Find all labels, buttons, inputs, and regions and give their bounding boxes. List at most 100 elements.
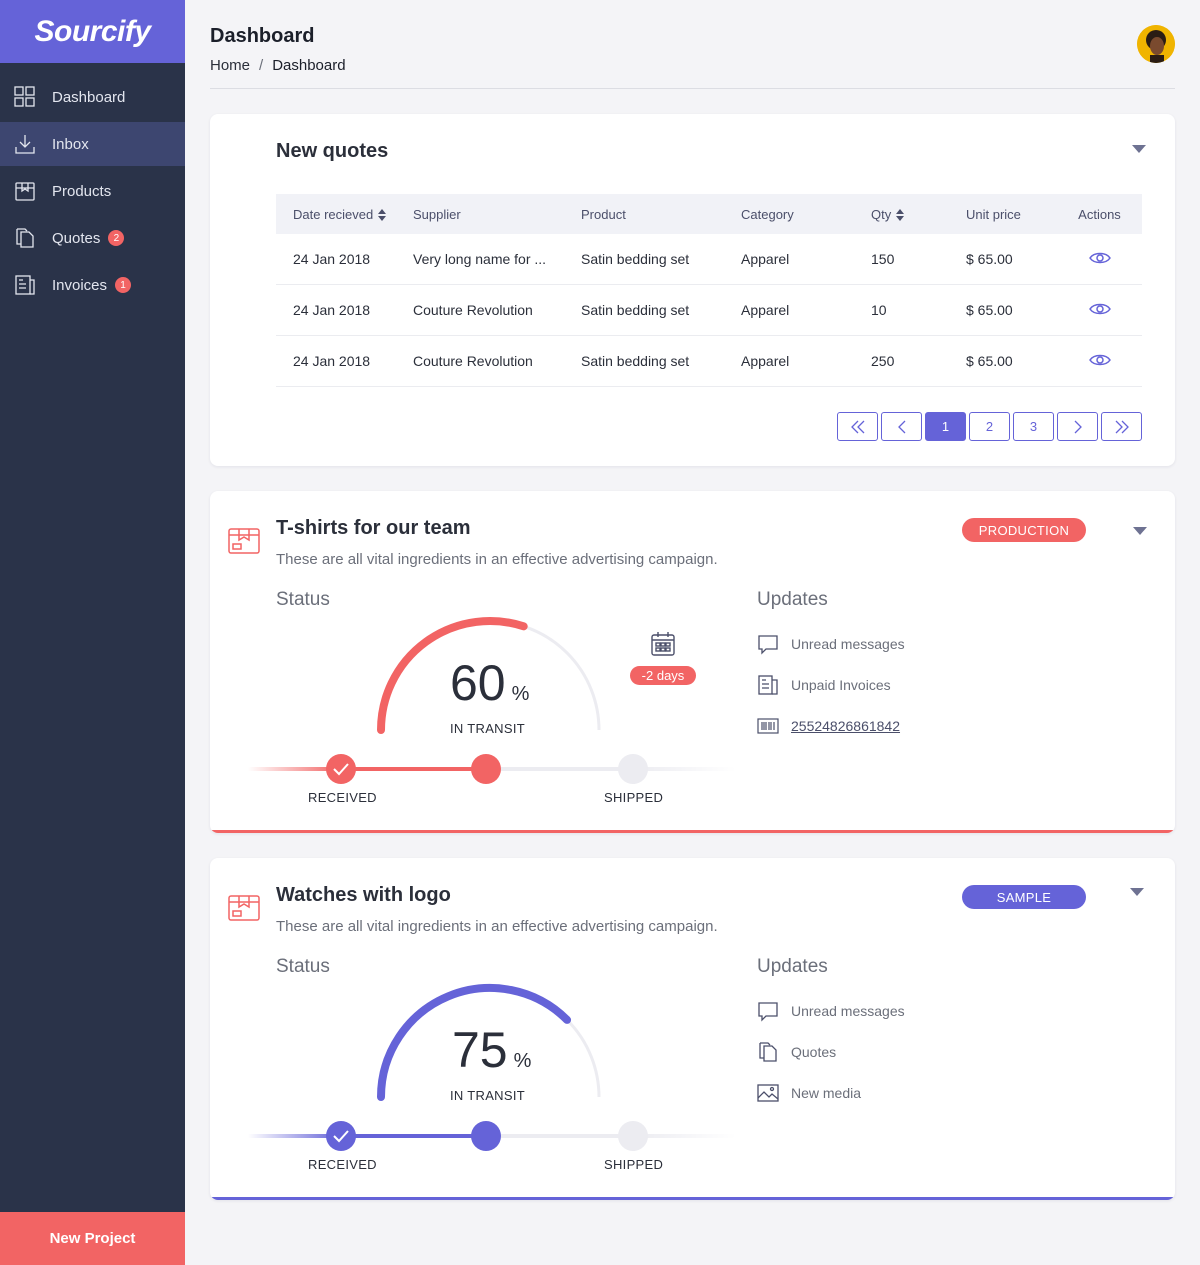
deadline-badge: -2 days: [629, 666, 697, 685]
collapse-caret-icon[interactable]: [1130, 888, 1144, 896]
stage-badge: PRODUCTION: [962, 518, 1086, 542]
progress-percent: 60%: [450, 654, 529, 712]
project-description: These are all vital ingredients in an ef…: [276, 918, 718, 935]
updates-label: Updates: [757, 589, 828, 610]
cell-supplier: Very long name for ...: [413, 251, 547, 267]
sidebar-item-dashboard[interactable]: Dashboard: [0, 75, 185, 119]
app-logo[interactable]: Sourcify: [0, 0, 185, 63]
percent-sign: %: [511, 683, 530, 705]
cell-date: 24 Jan 2018: [293, 353, 371, 369]
update-item-unread-messages[interactable]: Unread messages: [757, 1000, 905, 1022]
new-project-button[interactable]: New Project: [0, 1212, 185, 1265]
column-header-category: Category: [741, 206, 794, 222]
new-quotes-card: New quotes Date recieved Supplier Produc…: [210, 114, 1175, 466]
page-title: Dashboard: [210, 25, 315, 47]
progress-label: IN TRANSIT: [450, 721, 525, 736]
invoices-count-badge: 1: [115, 277, 132, 293]
progress-value: 75: [452, 1022, 508, 1078]
barcode-icon: [757, 715, 779, 737]
products-icon: [14, 180, 36, 202]
sidebar-item-products[interactable]: Products: [0, 169, 185, 213]
tracking-link[interactable]: 25524826861842: [791, 718, 901, 734]
cell-category: Apparel: [741, 251, 790, 267]
step-shipped-label: SHIPPED: [604, 790, 664, 805]
progress-gauge: [377, 984, 601, 1101]
shipment-track: [248, 754, 736, 784]
pagination: 1 2 3: [837, 412, 1142, 441]
view-eye-icon[interactable]: [1088, 251, 1111, 268]
column-header-qty[interactable]: Qty: [871, 207, 966, 222]
update-item-new-media[interactable]: New media: [757, 1082, 861, 1104]
update-item-unread-messages[interactable]: Unread messages: [757, 633, 905, 655]
project-title[interactable]: T-shirts for our team: [276, 517, 471, 539]
stage-badge: SAMPLE: [962, 885, 1086, 909]
breadcrumb-separator: /: [259, 57, 264, 74]
cell-category: Apparel: [741, 353, 790, 369]
gauge-fill: [377, 616, 528, 734]
box-icon: [227, 523, 261, 557]
view-eye-icon[interactable]: [1088, 302, 1111, 319]
sidebar-nav: Dashboard Inbox Products Quotes 2 Invo: [0, 75, 185, 307]
collapse-caret-icon[interactable]: [1132, 145, 1146, 153]
view-eye-icon[interactable]: [1088, 353, 1111, 370]
status-label: Status: [276, 589, 330, 610]
page-2-button[interactable]: 2: [969, 412, 1010, 441]
breadcrumb-current: Dashboard: [272, 57, 346, 74]
update-item-quotes[interactable]: Quotes: [757, 1041, 836, 1063]
box-icon: [227, 890, 261, 924]
percent-sign: %: [513, 1050, 532, 1072]
last-page-button[interactable]: [1101, 412, 1142, 441]
sidebar-item-label: Inbox: [52, 135, 89, 153]
cell-date: 24 Jan 2018: [293, 251, 371, 267]
step-received-label: RECEIVED: [308, 1157, 377, 1172]
next-page-button[interactable]: [1057, 412, 1098, 441]
project-accent-bar: [210, 1197, 1175, 1200]
sidebar-item-inbox[interactable]: Inbox: [0, 122, 185, 166]
prev-page-button[interactable]: [881, 412, 922, 441]
deadline-indicator: -2 days: [626, 631, 700, 685]
dashboard-icon: [14, 86, 36, 108]
project-card-watches: Watches with logo These are all vital in…: [210, 858, 1175, 1200]
quotes-table: Date recieved Supplier Product Category …: [276, 194, 1142, 387]
table-header: Date recieved Supplier Product Category …: [276, 194, 1142, 234]
quotes-doc-icon: [757, 1041, 779, 1063]
current-step-dot: [471, 1121, 501, 1151]
update-item-tracking-number[interactable]: 25524826861842: [757, 715, 900, 737]
collapse-caret-icon[interactable]: [1133, 527, 1147, 535]
shipment-track: [248, 1121, 736, 1151]
message-icon: [757, 1000, 779, 1022]
updates-label: Updates: [757, 956, 828, 977]
quotes-count-badge: 2: [108, 230, 125, 246]
progress-percent: 75%: [452, 1021, 531, 1079]
cell-category: Apparel: [741, 302, 790, 318]
page-3-button[interactable]: 3: [1013, 412, 1054, 441]
image-icon: [757, 1082, 779, 1104]
message-icon: [757, 633, 779, 655]
shipped-step-dot: [618, 1121, 648, 1151]
current-step-dot: [471, 754, 501, 784]
cell-supplier: Couture Revolution: [413, 353, 533, 369]
sidebar-item-label: Invoices: [52, 276, 108, 294]
column-header-actions: Actions: [1078, 206, 1121, 222]
sidebar-item-label: Products: [52, 182, 112, 200]
update-item-unpaid-invoices[interactable]: Unpaid Invoices: [757, 674, 891, 696]
quotes-icon: [14, 227, 36, 249]
sort-icon[interactable]: [378, 209, 387, 222]
table-row: 24 Jan 2018 Very long name for ... Satin…: [276, 234, 1142, 285]
first-page-button[interactable]: [837, 412, 878, 441]
sidebar-item-quotes[interactable]: Quotes 2: [0, 216, 185, 260]
sidebar-item-invoices[interactable]: Invoices 1: [0, 263, 185, 307]
breadcrumb-home[interactable]: Home: [210, 57, 251, 74]
status-label: Status: [276, 956, 330, 977]
project-title[interactable]: Watches with logo: [276, 884, 451, 906]
column-header-date[interactable]: Date recieved: [276, 207, 413, 222]
cell-qty: 10: [871, 302, 887, 318]
invoices-icon: [14, 274, 36, 296]
step-shipped-label: SHIPPED: [604, 1157, 664, 1172]
gauge-fill: [377, 984, 572, 1101]
progress-label: IN TRANSIT: [450, 1088, 525, 1103]
sort-icon[interactable]: [896, 209, 905, 222]
received-step-check-icon: [326, 1121, 356, 1151]
page-1-button[interactable]: 1: [925, 412, 966, 441]
avatar[interactable]: [1137, 25, 1175, 63]
